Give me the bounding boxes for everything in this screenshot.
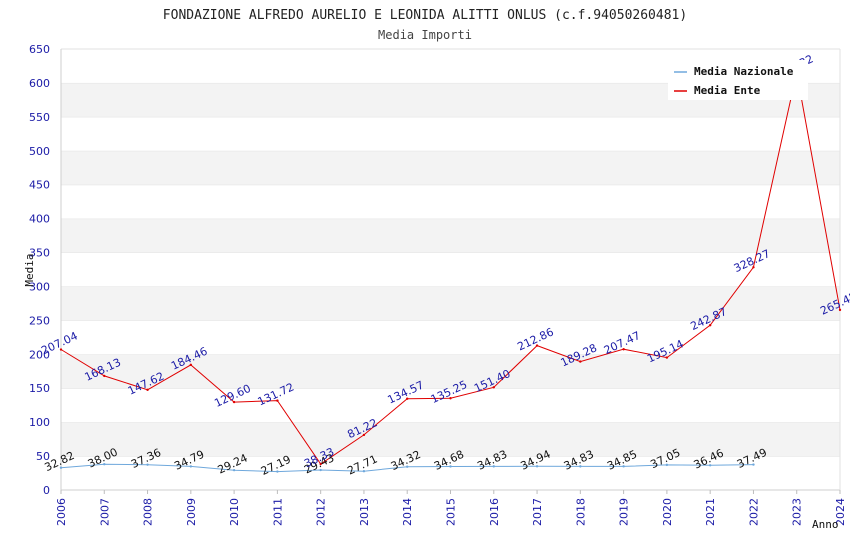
x-tick-label: 2008 xyxy=(142,498,155,526)
x-tick-label: 2024 xyxy=(834,498,847,526)
y-tick-label: 350 xyxy=(29,247,50,260)
x-tick-label: 2011 xyxy=(271,498,284,526)
x-tick-label: 2023 xyxy=(791,498,804,526)
x-tick-label: 2009 xyxy=(185,498,198,526)
y-tick-label: 450 xyxy=(29,179,50,192)
grid-band xyxy=(61,456,840,490)
data-point-media-nazionale xyxy=(406,465,409,468)
data-point-media-nazionale xyxy=(579,465,582,468)
y-axis-ticks: 0 50 100 150 200 250 300 350 400 450 500 550 600 650 xyxy=(29,43,50,497)
grid-band xyxy=(61,150,840,185)
data-point-media-ente xyxy=(232,400,236,404)
grid-band xyxy=(61,388,840,423)
data-point-media-ente xyxy=(708,324,712,327)
data-point-media-nazionale xyxy=(622,465,625,468)
data-point-media-nazionale xyxy=(276,470,279,473)
data-point-media-ente xyxy=(406,397,409,400)
data-point-media-nazionale xyxy=(449,465,452,468)
legend-entry-media-nazionale: Media Nazionale xyxy=(694,65,794,78)
x-tick-label: 2014 xyxy=(401,498,414,526)
data-point-media-ente xyxy=(665,356,669,359)
x-tick-label: 2015 xyxy=(445,498,458,526)
y-tick-label: 600 xyxy=(29,77,50,90)
data-point-media-ente xyxy=(579,360,582,363)
data-point-media-nazionale xyxy=(103,463,106,466)
data-point-media-ente xyxy=(752,266,755,269)
data-point-media-nazionale xyxy=(535,465,539,468)
grid-bands xyxy=(60,48,841,491)
data-point-media-ente xyxy=(535,344,539,347)
x-tick-label: 2017 xyxy=(531,498,544,526)
grid-band xyxy=(61,218,840,253)
y-tick-label: 500 xyxy=(29,145,50,158)
data-point-media-nazionale xyxy=(752,463,755,466)
x-tick-label: 2006 xyxy=(55,498,68,526)
y-tick-label: 50 xyxy=(36,450,50,463)
grid-band xyxy=(61,286,840,321)
x-tick-label: 2007 xyxy=(98,498,111,526)
data-point-media-nazionale xyxy=(146,463,149,466)
grid-band xyxy=(61,354,840,389)
x-tick-label: 2018 xyxy=(574,498,587,526)
grid-band xyxy=(61,422,840,457)
x-tick-label: 2020 xyxy=(661,498,674,526)
x-tick-label: 2016 xyxy=(488,498,501,526)
chart-subtitle: Media Importi xyxy=(378,28,472,42)
y-tick-label: 400 xyxy=(29,213,50,226)
x-tick-label: 2012 xyxy=(315,498,328,526)
grid-band xyxy=(61,116,840,151)
data-point-media-ente xyxy=(449,397,452,400)
grid-band xyxy=(61,184,840,219)
data-point-media-nazionale xyxy=(319,468,322,472)
y-axis-label: Media xyxy=(23,253,36,286)
y-tick-label: 150 xyxy=(29,382,50,395)
grid-band xyxy=(61,252,840,287)
data-point-media-ente xyxy=(59,348,63,351)
data-point-media-nazionale xyxy=(492,465,495,468)
y-tick-label: 650 xyxy=(29,43,50,56)
data-point-media-ente xyxy=(189,363,193,367)
legend-box xyxy=(668,60,808,100)
data-point-media-ente xyxy=(319,462,322,466)
y-tick-label: 0 xyxy=(43,484,50,497)
x-tick-label: 2019 xyxy=(618,498,631,526)
data-point-media-nazionale xyxy=(232,468,236,472)
series-layer xyxy=(59,71,842,473)
data-point-media-ente xyxy=(362,433,366,437)
data-point-media-nazionale xyxy=(708,464,712,467)
data-point-media-ente xyxy=(276,399,279,402)
grid-band xyxy=(61,320,840,355)
data-point-media-ente xyxy=(838,308,842,312)
x-axis-label: Anno xyxy=(812,518,839,531)
y-tick-label: 250 xyxy=(29,314,50,327)
legend-entry-media-ente: Media Ente xyxy=(694,84,761,97)
x-axis-ticks: 2006 2007 2008 2009 2010 2011 2012 2013 2014 2015… xyxy=(55,490,847,526)
data-point-media-nazionale xyxy=(59,466,63,469)
data-point-media-nazionale xyxy=(362,469,366,473)
x-tick-label: 2022 xyxy=(747,498,760,526)
data-point-media-ente xyxy=(146,388,149,392)
x-tick-label: 2013 xyxy=(358,498,371,526)
data-point-media-ente xyxy=(492,386,495,389)
y-tick-label: 200 xyxy=(29,348,50,361)
data-point-media-ente xyxy=(622,348,625,351)
data-point-media-ente xyxy=(103,374,106,378)
x-tick-label: 2010 xyxy=(228,498,241,526)
y-tick-label: 300 xyxy=(29,280,50,293)
x-tick-label: 2021 xyxy=(704,498,717,526)
chart-title: FONDAZIONE ALFREDO AURELIO E LEONIDA ALI… xyxy=(163,8,687,23)
y-tick-label: 550 xyxy=(29,111,50,124)
legend: Media Nazionale Media Ente xyxy=(668,60,808,100)
y-tick-label: 100 xyxy=(29,416,50,429)
data-point-media-nazionale xyxy=(665,463,669,467)
data-point-media-nazionale xyxy=(189,465,193,468)
